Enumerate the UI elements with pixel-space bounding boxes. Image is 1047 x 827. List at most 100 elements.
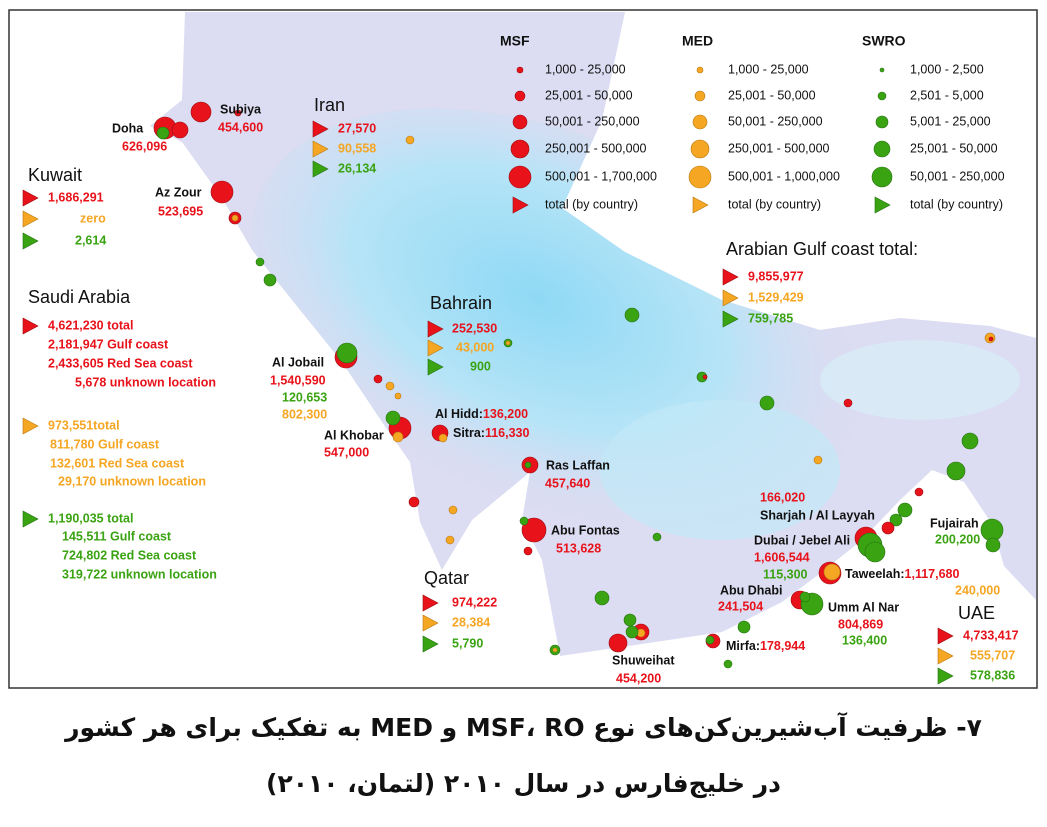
plant-marker	[438, 433, 448, 443]
region-value: 9,855,977	[748, 269, 804, 283]
total-triangle	[692, 196, 709, 214]
plant-value: 626,096	[122, 139, 167, 153]
plant-marker	[799, 591, 811, 603]
region-value: 974,222	[452, 595, 497, 609]
plant-name: Sharjah / Al Layyah	[760, 508, 875, 522]
region-value: 1,529,429	[748, 290, 804, 304]
region-value: 252,530	[452, 321, 497, 335]
total-triangle	[937, 647, 954, 665]
total-triangle	[422, 635, 439, 653]
plant-marker	[255, 257, 265, 267]
plant-marker	[156, 126, 170, 140]
plant-marker	[521, 517, 547, 543]
plant-value: 1,606,544	[754, 550, 810, 564]
plant-value: 120,653	[282, 390, 327, 404]
map: 1,000 - 25,000 25,001 - 50,000 50,001 - 25…	[8, 9, 1038, 689]
plant-marker	[523, 546, 533, 556]
legend-label: 50,001 - 250,000	[545, 114, 640, 128]
plant-name: Taweelah:	[845, 567, 905, 581]
legend-label: 2,501 - 5,000	[910, 88, 984, 102]
plant-name: Subiya	[220, 102, 262, 116]
plant-value: 454,200	[616, 671, 661, 685]
plant-marker	[552, 647, 558, 653]
total-triangle	[22, 510, 39, 528]
legend-label: 25,001 - 50,000	[728, 88, 816, 102]
legend-symbol	[690, 139, 710, 159]
legend-symbol	[514, 90, 526, 102]
total-triangle	[722, 289, 739, 307]
legend-symbol	[692, 114, 708, 130]
legend-symbol	[512, 114, 528, 130]
plant-marker	[190, 101, 212, 123]
plant-value: 115,300	[763, 567, 808, 581]
plant-marker	[737, 620, 751, 634]
plant-marker	[624, 307, 640, 323]
plant-marker	[385, 410, 401, 426]
plant-name: Al Hidd:	[435, 407, 483, 421]
legend-symbol	[879, 67, 885, 73]
plant-marker	[336, 342, 358, 364]
plant-marker	[373, 374, 383, 384]
total-triangle	[937, 667, 954, 685]
plant-marker	[524, 461, 532, 469]
plant-value: 454,600	[218, 120, 263, 134]
legend-label: 1,000 - 25,000	[545, 62, 626, 76]
plant-marker	[448, 505, 458, 515]
plant-name: Abu Dhabi	[720, 583, 783, 597]
region-value: 5,678 unknown location	[75, 375, 216, 389]
plant-name: Al Jobail	[272, 355, 324, 369]
plant-name: Fujairah	[930, 516, 979, 530]
plant-marker	[445, 535, 455, 545]
plant-name: Shuweihat	[612, 653, 675, 667]
region-value: 578,836	[970, 668, 1015, 682]
plant-markers	[153, 101, 1004, 669]
plant-marker	[759, 395, 775, 411]
plant-marker	[231, 214, 239, 222]
plant-marker	[705, 635, 715, 645]
plant-value: 200,200	[935, 532, 980, 546]
legend-label: 50,001 - 250,000	[910, 169, 1005, 183]
plant-name: Mirfa:	[726, 639, 760, 653]
plant-marker	[594, 590, 610, 606]
total-triangle	[422, 614, 439, 632]
plant-marker	[985, 537, 1001, 553]
region-value: 26,134	[338, 161, 376, 175]
legend-title: SWRO	[862, 33, 906, 49]
legend-symbol	[694, 90, 706, 102]
total-triangle	[427, 339, 444, 357]
region-value: 29,170 unknown location	[58, 474, 206, 488]
legend-label: total (by country)	[910, 197, 1003, 211]
region-value: 555,707	[970, 648, 1015, 662]
plant-marker	[408, 496, 420, 508]
region-name: UAE	[958, 603, 995, 623]
plant-value: 241,504	[718, 599, 763, 613]
legend-symbol	[688, 165, 712, 189]
legend-symbol	[516, 66, 524, 74]
plant-marker	[843, 398, 853, 408]
plant-name: Sitra:	[453, 426, 485, 440]
plant-marker	[889, 513, 903, 527]
region-value: 319,722 unknown location	[62, 567, 217, 581]
plant-value: 802,300	[282, 407, 327, 421]
region-value: 724,802 Red Sea coast	[62, 548, 197, 562]
plant-name: Ras Laffan	[546, 458, 610, 472]
caption-line: ۷- ظرفیت آب‌شیرین‌کن‌های نوع MSF، RO و M…	[65, 713, 982, 742]
plant-marker	[385, 381, 395, 391]
plant-marker	[813, 455, 823, 465]
plant-marker	[988, 336, 994, 342]
region-value: 759,785	[748, 311, 793, 325]
total-triangle	[512, 196, 529, 214]
region-value: 900	[470, 359, 491, 373]
region-value: 4,621,230 total	[48, 318, 133, 332]
legend-symbol	[696, 66, 704, 74]
plant-marker	[961, 432, 979, 450]
region-value: 28,384	[452, 615, 490, 629]
plant-label: Taweelah:1,117,680	[845, 567, 959, 581]
region-value: zero	[80, 211, 106, 225]
region-value: 90,558	[338, 141, 376, 155]
plant-value: 804,869	[838, 617, 883, 631]
plant-value: 1,540,590	[270, 373, 326, 387]
plant-marker	[881, 521, 895, 535]
plant-value: 513,628	[556, 541, 601, 555]
legend-symbol	[873, 140, 891, 158]
